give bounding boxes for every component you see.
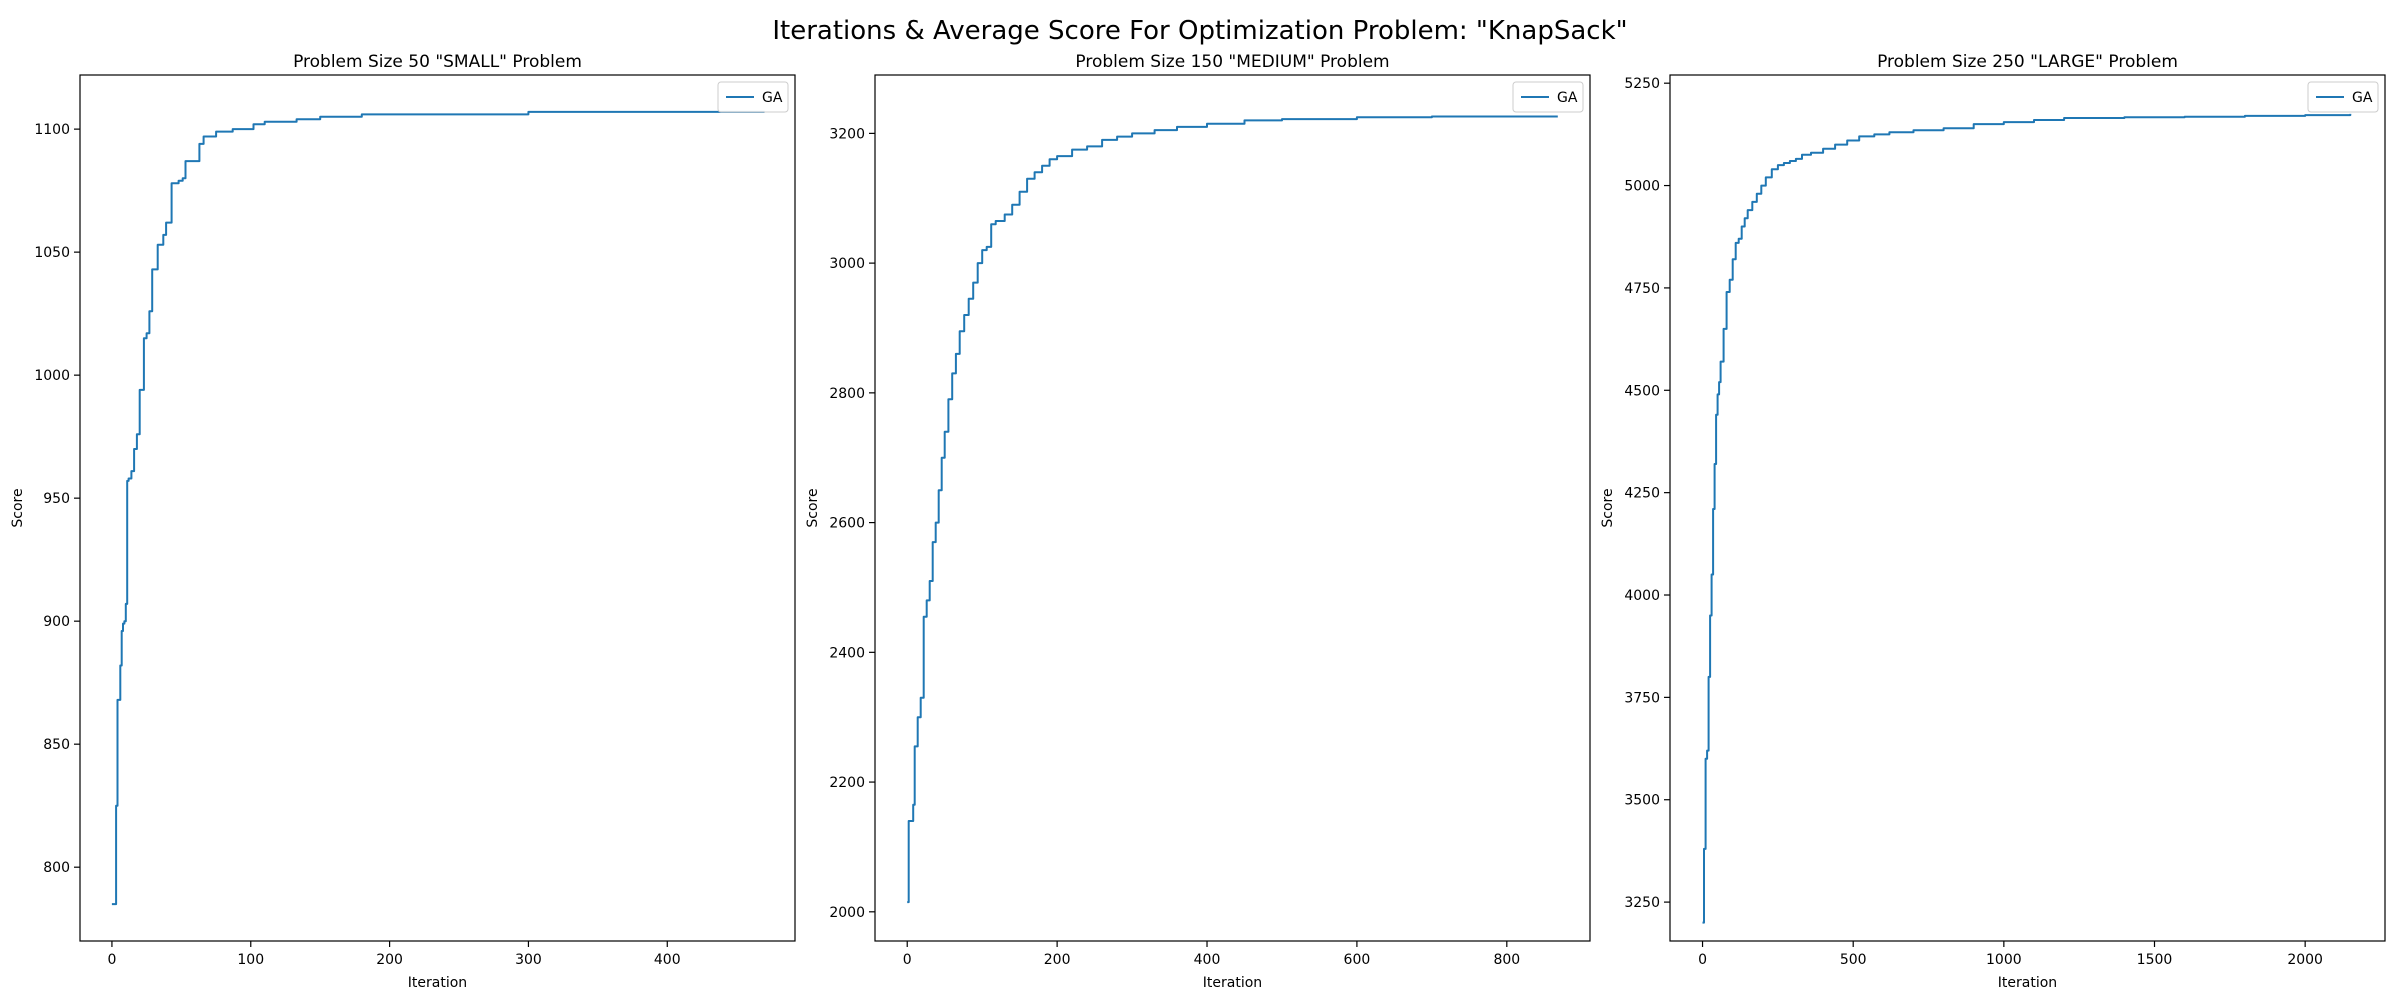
x-tick-label: 0 (903, 952, 912, 968)
x-axis-label: Iteration (1203, 975, 1262, 991)
y-tick-label: 2400 (829, 645, 865, 661)
subplot-2: Problem Size 150 "MEDIUM" Problem 0 200 400… (805, 52, 1591, 991)
plot-frame (1669, 74, 2386, 942)
x-tick-label: 800 (1493, 952, 1520, 968)
y-axis-label: Score (1600, 488, 1616, 527)
figure-suptitle: Iterations & Average Score For Optimizat… (772, 16, 1627, 46)
legend: GA (2307, 81, 2379, 113)
subplot-3: Problem Size 250 "LARGE" Problem 0 500 1000… (1600, 52, 2386, 991)
y-tick-label: 3200 (829, 126, 865, 142)
y-tick-label: 4750 (1624, 281, 1660, 297)
x-tick-label: 200 (376, 952, 403, 968)
y-tick-label: 4000 (1624, 588, 1660, 604)
x-tick-label: 0 (1698, 952, 1707, 968)
x-tick-label: 1000 (1986, 952, 2022, 968)
y-axis-label: Score (10, 488, 26, 527)
subplot-1: Problem Size 50 "SMALL" Problem 0 100 200 30… (10, 52, 796, 991)
y-tick-label: 850 (43, 737, 70, 753)
x-tick-label: 2000 (2287, 952, 2323, 968)
x-tick-label: 100 (237, 952, 264, 968)
series-line-ga (111, 110, 765, 906)
y-tick-label: 1000 (34, 368, 70, 384)
y-tick-label: 3750 (1624, 690, 1660, 706)
y-axis-label: Score (805, 488, 821, 527)
y-tick-label: 800 (43, 860, 70, 876)
y-tick-label: 950 (43, 491, 70, 507)
x-tick-label: 400 (654, 952, 681, 968)
y-tick-label: 4250 (1624, 486, 1660, 502)
x-tick-label: 400 (1194, 952, 1221, 968)
x-tick-label: 600 (1344, 952, 1371, 968)
x-tick-label: 500 (1840, 952, 1867, 968)
legend-label: GA (762, 90, 783, 106)
y-tick-label: 5000 (1624, 179, 1660, 195)
y-tick-label: 2800 (829, 386, 865, 402)
subplot-title: Problem Size 250 "LARGE" Problem (1877, 52, 2178, 72)
x-axis-label: Iteration (408, 975, 467, 991)
x-tick-label: 300 (515, 952, 542, 968)
y-tick-label: 900 (43, 614, 70, 630)
x-tick-label: 0 (107, 952, 116, 968)
y-tick-label: 1050 (34, 245, 70, 261)
subplots: Problem Size 50 "SMALL" Problem 0 100 200 30… (10, 52, 2386, 991)
plot-frame (79, 74, 796, 942)
y-tick-label: 4500 (1624, 383, 1660, 399)
y-tick-label: 5250 (1624, 76, 1660, 92)
legend-label: GA (1557, 90, 1578, 106)
series-line-ga (1702, 113, 2352, 924)
plot-frame (874, 74, 1591, 942)
y-tick-label: 2000 (829, 905, 865, 921)
series-line-ga (907, 115, 1558, 904)
y-tick-label: 3000 (829, 256, 865, 272)
y-tick-label: 1100 (34, 122, 70, 138)
y-tick-label: 3250 (1624, 895, 1660, 911)
subplot-title: Problem Size 150 "MEDIUM" Problem (1075, 52, 1389, 72)
subplot-title: Problem Size 50 "SMALL" Problem (293, 52, 582, 72)
legend: GA (1512, 81, 1584, 113)
x-tick-label: 1500 (2137, 952, 2173, 968)
y-tick-label: 2200 (829, 775, 865, 791)
y-tick-label: 3500 (1624, 793, 1660, 809)
y-tick-label: 2600 (829, 516, 865, 532)
legend-label: GA (2352, 90, 2373, 106)
x-axis-label: Iteration (1998, 975, 2057, 991)
legend: GA (717, 81, 789, 113)
x-tick-label: 200 (1044, 952, 1071, 968)
